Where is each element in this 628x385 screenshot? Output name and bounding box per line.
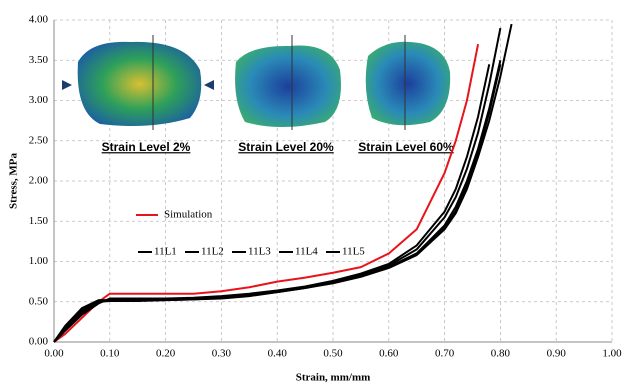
legend-label: 11L2 [201,246,224,258]
annotation: Strain Level 20% [238,140,334,154]
x-tick-label: 0.10 [100,348,120,360]
y-tick-label: 2.00 [29,175,49,187]
chart: Strain Level 2% Strain Level 20% Strain … [0,0,628,385]
x-tick-label: 0.70 [435,348,455,360]
annotation: Strain Level 60% [358,140,454,154]
y-tick-label: 1.00 [29,255,49,267]
x-tick-label: 1.00 [602,348,622,360]
y-axis-label: Stress, MPa [8,152,20,209]
y-tick-label: 0.50 [29,295,49,307]
y-tick-label: 2.50 [29,134,49,146]
legend-label: 11L1 [154,246,177,258]
y-tick-label: 3.50 [29,54,49,66]
x-tick-label: 0.50 [323,348,343,360]
legend-label: 11L3 [248,246,271,258]
x-tick-label: 0.30 [212,348,232,360]
annotation: Strain Level 2% [102,140,191,154]
y-tick-label: 1.50 [29,215,49,227]
x-tick-label: 0.80 [491,348,511,360]
x-tick-label: 0.40 [268,348,288,360]
legend-label: 11L4 [295,246,318,258]
legend-label: Simulation [164,209,213,221]
y-tick-label: 3.00 [29,94,49,106]
x-tick-label: 0.90 [547,348,567,360]
x-axis-label: Strain, mm/mm [296,372,371,384]
x-tick-label: 0.00 [44,348,64,360]
inset-images [62,35,450,130]
y-tick-label: 4.00 [29,14,49,26]
x-tick-label: 0.20 [156,348,176,360]
legend-label: 11L5 [342,246,365,258]
x-tick-label: 0.60 [379,348,399,360]
y-tick-label: 0.00 [29,336,49,348]
